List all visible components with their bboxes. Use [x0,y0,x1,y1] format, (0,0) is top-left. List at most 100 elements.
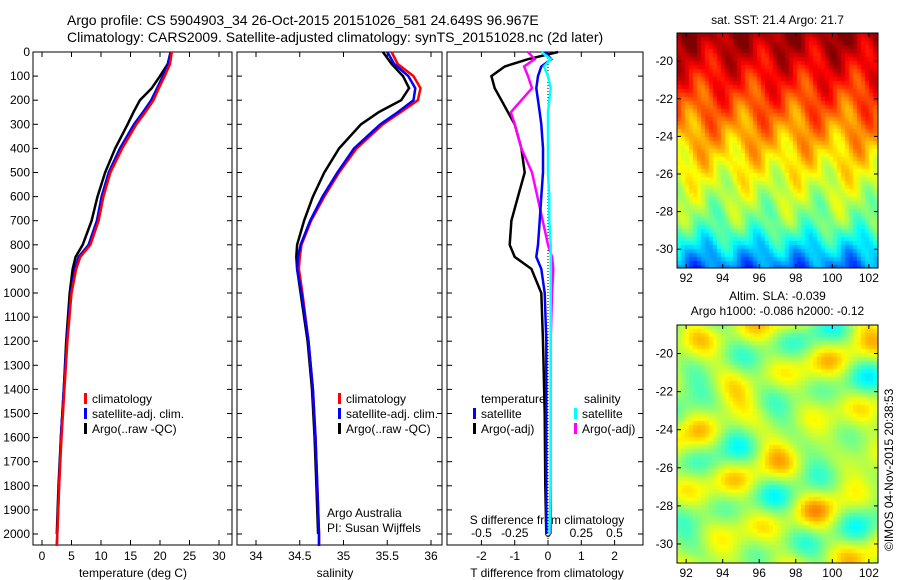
t-difference-xlabel: T difference from climatology [470,566,624,580]
depth-tick-label: 300 [10,117,30,131]
depth-tick-label: 1400 [3,382,30,396]
salinity-line-2 [295,51,411,535]
salinity-xtick-label: 35 [337,549,351,563]
salinity-annotation: Argo Australia [327,506,402,520]
salinity-legend-swatch [338,423,341,434]
sla-map-heatmap [677,325,878,563]
s-difference-tick-label: 0.25 [570,526,594,540]
salinity-annotation: PI: Susan Wijffels [327,521,421,535]
sla-map-ytick-label: -30 [656,537,674,551]
salinity-xlabel: salinity [317,566,354,580]
sla-map-ytick-label: -24 [656,423,674,437]
temperature-xtick-label: 10 [94,549,108,563]
sla-map-xtick-label: 98 [789,566,803,580]
sla-map-title: Altim. SLA: -0.039 [729,289,826,303]
sst-map-ytick-label: -24 [656,129,674,143]
sst-map-heatmap [677,33,878,268]
salinity-xtick-label: 34 [249,549,263,563]
difference-s-legend-swatch [574,423,577,434]
t-difference-xtick-label: 1 [578,549,585,563]
depth-tick-label: 700 [10,214,30,228]
depth-tick-label: 600 [10,190,30,204]
sst-map-xtick-label: 98 [789,271,803,285]
sla-map-xtick-label: 102 [859,566,879,580]
depth-tick-label: 0 [23,45,30,59]
difference-legend-title: salinity [584,392,621,406]
depth-tick-label: 1500 [3,407,30,421]
depth-tick-label: 1000 [3,286,30,300]
temperature-legend-label: climatology [92,392,152,406]
difference-t-legend-swatch [473,408,476,419]
depth-tick-label: 1100 [4,310,30,324]
salinity-line-1 [295,51,417,546]
difference-line-1 [489,50,559,535]
depth-tick-label: 1300 [3,358,30,372]
temperature-panel-frame [32,51,233,546]
sla-map-xtick-label: 92 [679,566,693,580]
t-difference-xtick-label: -1 [509,549,520,563]
depth-tick-label: 500 [10,166,30,180]
temperature-legend-label: satellite-adj. clim. [92,407,184,421]
sla-map-ytick-label: -28 [656,499,674,513]
sla-map-ytick-label: -22 [656,385,674,399]
temperature-xtick-label: 0 [39,549,46,563]
depth-tick-label: 800 [10,238,30,252]
sst-map-ytick-label: -28 [656,205,674,219]
salinity-legend-label: satellite-adj. clim. [346,407,438,421]
sla-map-ytick-label: -26 [656,461,674,475]
sla-map-xtick-label: 96 [753,566,767,580]
sst-map-frame [676,32,879,269]
salinity-legend-swatch [338,393,341,404]
sst-map-ytick-label: -26 [656,167,674,181]
difference-s-legend-label: satellite [582,407,623,421]
temperature-line-2 [55,51,172,535]
sst-map-ytick-label: -30 [656,242,674,256]
difference-t-legend-label: satellite [481,407,522,421]
sla-map-ytick-label: -20 [656,347,674,361]
temperature-xtick-label: 25 [183,549,197,563]
figure-title-line1: Argo profile: CS 5904903_34 26-Oct-2015 … [67,12,539,28]
sst-map-xtick-label: 100 [822,271,842,285]
temperature-legend-swatch [84,423,87,434]
sst-map-ytick-label: -22 [656,92,674,106]
temperature-line-0 [55,51,174,547]
s-difference-tick-label: 0.5 [606,526,623,540]
difference-t-legend-label: Argo(-adj) [481,422,534,436]
t-difference-xtick-label: 0 [545,549,552,563]
temperature-legend-swatch [84,408,87,419]
difference-s-legend-label: Argo(-adj) [582,422,635,436]
depth-tick-label: 200 [10,93,30,107]
s-difference-tick-label: -0.5 [471,526,492,540]
timestamp-stamp: ©IMOS 04-Nov-2015 20:38:53 [882,388,896,551]
depth-tick-label: 1200 [3,334,30,348]
difference-line-2 [540,51,553,535]
s-difference-tick-label: -0.25 [501,526,529,540]
salinity-legend-label: Argo(..raw -QC) [346,422,431,436]
salinity-panel-frame [236,51,443,546]
salinity-legend-swatch [338,408,341,419]
t-difference-xtick-label: -2 [476,549,487,563]
sst-map-xtick-label: 102 [859,271,879,285]
sst-map-xtick-label: 92 [679,271,693,285]
temperature-legend-label: Argo(..raw -QC) [92,422,177,436]
difference-legend-title: temperature [481,392,546,406]
sla-map-xtick-label: 94 [716,566,730,580]
difference-s-legend-swatch [574,408,577,419]
depth-tick-label: 1700 [3,455,30,469]
depth-tick-label: 900 [10,262,30,276]
sla-map-frame [676,324,879,564]
sst-map-xtick-label: 96 [753,271,767,285]
sst-map-xtick-label: 94 [716,271,730,285]
sla-map-title: Argo h1000: -0.086 h2000: -0.12 [691,304,865,318]
depth-tick-label: 1900 [3,503,30,517]
temperature-xlabel: temperature (deg C) [79,566,187,580]
sst-map-title: sat. SST: 21.4 Argo: 21.7 [711,13,844,27]
temperature-legend-swatch [84,393,87,404]
figure-title-line2: Climatology: CARS2009. Satellite-adjuste… [67,29,604,45]
salinity-xtick-label: 34.5 [288,549,312,563]
salinity-xtick-label: 35.5 [376,549,400,563]
depth-tick-label: 400 [10,141,30,155]
sst-map-ytick-label: -20 [656,54,674,68]
temperature-line-1 [55,51,172,547]
difference-line-0 [535,51,554,534]
